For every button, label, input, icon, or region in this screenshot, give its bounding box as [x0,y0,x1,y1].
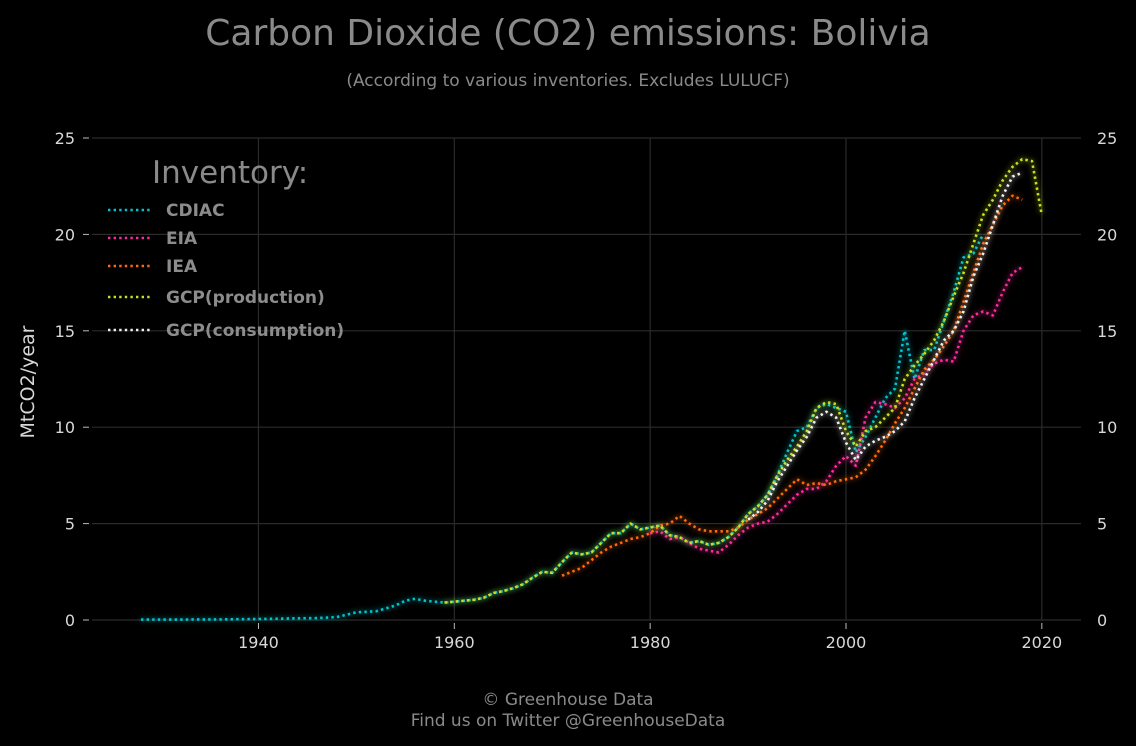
y-tick-label-right: 0 [1097,611,1107,630]
x-tick-label: 2000 [826,633,867,652]
y-tick-label-right: 15 [1097,322,1117,341]
x-tick-label: 2020 [1021,633,1062,652]
x-tick-label: 1960 [434,633,475,652]
y-tick-label-left: 25 [55,129,75,148]
y-tick-label-left: 10 [55,418,75,437]
x-tick-label: 1980 [630,633,671,652]
y-tick-label-left: 20 [55,225,75,244]
y-axis-label: MtCO2/year [17,325,39,438]
series-lines [141,157,1044,621]
y-tick-label-left: 5 [65,515,75,534]
x-axis: 1940 1960 1980 2000 2020 [238,623,1062,652]
legend-label-eia: EIA [166,229,198,249]
chart-title: Carbon Dioxide (CO2) emissions: Bolivia [205,13,930,54]
series-line-gcp-production [444,157,1044,604]
footer-copyright: © Greenhouse Data [482,690,653,710]
y-axis-left: 0 5 10 15 20 25 [55,129,89,630]
legend: Inventory: CDIAC EIA IEA GCP(production) GCP… [108,155,344,341]
legend-label-cdiac: CDIAC [166,201,225,221]
y-tick-label-right: 20 [1097,225,1117,244]
legend-label-gcp-production: GCP(production) [166,288,325,308]
y-tick-label-right: 25 [1097,129,1117,148]
y-tick-label-left: 0 [65,611,75,630]
x-tick-label: 1940 [238,633,279,652]
y-tick-label-left: 15 [55,322,75,341]
gridlines [92,137,1081,621]
y-tick-label-right: 10 [1097,418,1117,437]
y-tick-label-right: 5 [1097,515,1107,534]
legend-label-iea: IEA [166,257,198,277]
legend-label-gcp-consumption: GCP(consumption) [166,321,344,341]
series-line-gcp-consumption [747,171,1023,521]
series-line-eia [649,266,1023,554]
y-axis-right: 0 5 10 15 20 25 [1097,129,1117,630]
legend-title: Inventory: [152,155,308,191]
series-line-iea [561,194,1023,577]
chart-subtitle: (According to various inventories. Exclu… [346,71,789,91]
footer-twitter: Find us on Twitter @GreenhouseData [411,711,726,731]
